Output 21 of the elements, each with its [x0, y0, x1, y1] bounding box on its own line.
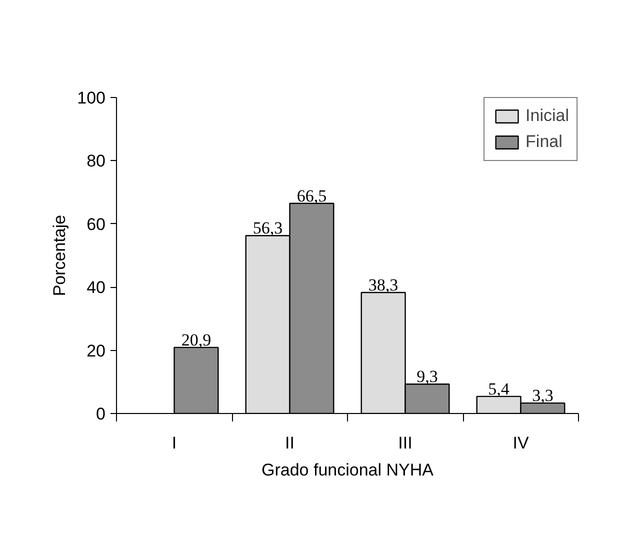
y-axis-title: Porcentaje [50, 214, 70, 296]
y-tick-label: 60 [86, 214, 106, 234]
legend-label: Inicial [526, 106, 569, 126]
data-label: 38,3 [368, 275, 398, 294]
data-label: 9,3 [416, 367, 438, 386]
x-tick-label: III [398, 434, 412, 452]
y-tick-label: 20 [86, 341, 106, 360]
y-tick-label: 100 [77, 88, 106, 108]
data-label: 56,3 [252, 218, 283, 238]
y-tick-label: 80 [86, 152, 106, 171]
data-label: 20,9 [181, 330, 212, 350]
y-tick-label: 0 [96, 404, 106, 424]
legend-label: Final [526, 132, 562, 152]
x-tick-label: II [285, 434, 294, 452]
data-label: 5,4 [488, 379, 510, 398]
data-label: 66,5 [296, 186, 327, 206]
x-tick-label: IV [512, 434, 530, 452]
x-tick-label: I [172, 434, 177, 452]
y-tick-label: 40 [86, 278, 106, 298]
x-axis-title: Grado funcional NYHA [262, 460, 434, 480]
data-label: 3,3 [532, 386, 554, 406]
